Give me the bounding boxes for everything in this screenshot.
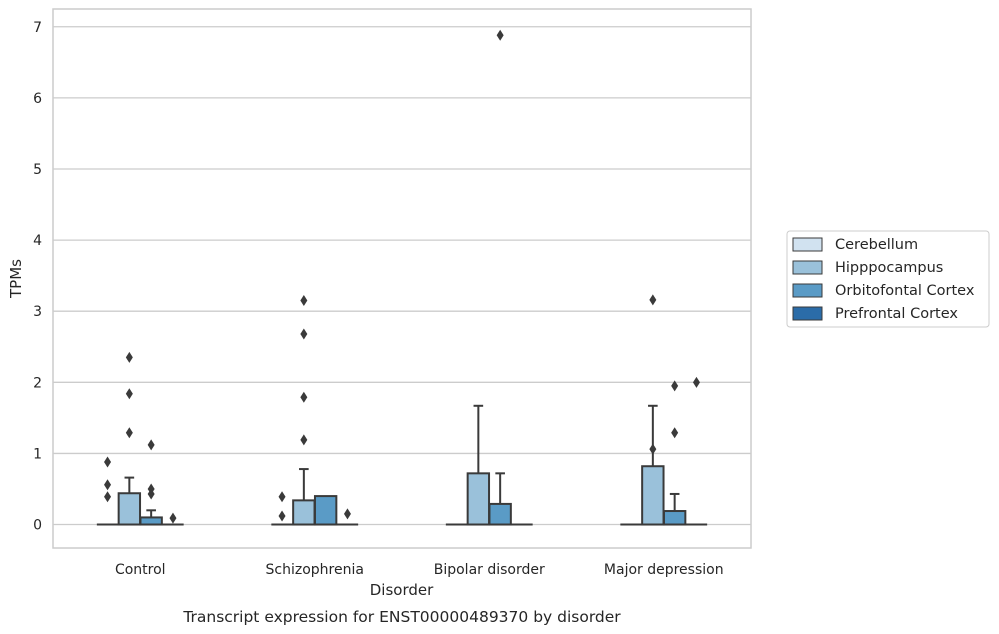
- y-axis-label: TPMs: [7, 259, 25, 299]
- y-tick-label: 6: [33, 91, 42, 107]
- outlier-point: [278, 510, 286, 522]
- box-body: [662, 510, 687, 526]
- box-body: [292, 499, 316, 526]
- x-tick-label: Major depression: [604, 562, 724, 578]
- box-body: [488, 502, 512, 526]
- box-body: [313, 495, 338, 526]
- legend-label: Prefrontal Cortex: [835, 306, 958, 322]
- box-1-3: [336, 508, 359, 526]
- box-body: [641, 465, 665, 526]
- box-2-2: [488, 29, 512, 526]
- box-0-1: [117, 351, 142, 526]
- outlier-point: [671, 380, 679, 392]
- x-tick-label: Bipolar disorder: [434, 562, 545, 578]
- outlier-point: [147, 439, 155, 451]
- y-tick-label: 5: [33, 162, 42, 178]
- outlier-point: [692, 376, 700, 388]
- box-1-0: [271, 491, 293, 526]
- x-axis-ticks: Control Schizophrenia Bipolar disorder Majo…: [115, 562, 724, 578]
- legend-swatch: [792, 260, 823, 275]
- box-3-3: [685, 376, 708, 526]
- legend-swatch: [792, 237, 823, 252]
- box-body: [117, 492, 142, 526]
- y-tick-label: 2: [33, 375, 42, 391]
- legend-label: Orbitofontal Cortex: [835, 283, 975, 299]
- box-0-2: [139, 439, 163, 526]
- outlier-point: [147, 483, 155, 495]
- legend-swatch: [792, 283, 823, 298]
- y-tick-label: 7: [33, 20, 42, 36]
- box-1-2: [313, 495, 338, 526]
- outlier-point: [343, 508, 351, 520]
- outlier-point: [125, 427, 133, 439]
- outlier-point: [300, 434, 308, 446]
- plot-frame: [52, 8, 752, 549]
- box-0-0: [96, 456, 119, 526]
- outlier-point: [300, 328, 308, 340]
- outlier-point: [300, 391, 308, 403]
- outlier-point: [104, 479, 112, 491]
- outlier-point: [300, 295, 308, 307]
- outlier-point: [104, 491, 112, 503]
- outlier-point: [649, 294, 657, 306]
- box-3-1: [641, 294, 665, 526]
- outlier-point: [104, 456, 112, 468]
- legend-swatch: [792, 306, 823, 321]
- outlier-point: [278, 491, 286, 503]
- legend-frame: [786, 230, 990, 328]
- outlier-point: [649, 443, 657, 455]
- y-axis-ticks: 0 1 2 3 4 5 6 7: [33, 20, 42, 534]
- outlier-point: [671, 427, 679, 439]
- x-axis-label: Disorder: [370, 581, 434, 599]
- box-2-1: [466, 404, 491, 526]
- box-plots: [96, 29, 708, 526]
- legend: Cerebellum Hipppocampus Orbitofontal Corte…: [786, 230, 990, 328]
- outlier-point: [125, 388, 133, 400]
- legend-label: Cerebellum: [835, 237, 918, 253]
- legend-label: Hipppocampus: [835, 260, 943, 276]
- x-tick-label: Control: [115, 562, 166, 578]
- box-body: [139, 516, 163, 526]
- box-3-2: [662, 380, 687, 526]
- outlier-point: [496, 29, 504, 41]
- y-tick-label: 4: [33, 233, 42, 249]
- y-tick-label: 1: [33, 446, 42, 462]
- grid-lines: [53, 26, 751, 526]
- y-tick-label: 0: [33, 518, 42, 534]
- box-body: [466, 472, 491, 526]
- x-tick-label: Schizophrenia: [266, 562, 364, 578]
- chart-caption: Transcript expression for ENST0000048937…: [182, 608, 621, 626]
- box-1-1: [292, 295, 316, 526]
- y-tick-label: 3: [33, 304, 42, 320]
- outlier-point: [125, 351, 133, 363]
- outlier-point: [169, 512, 177, 524]
- box-0-3: [162, 512, 184, 526]
